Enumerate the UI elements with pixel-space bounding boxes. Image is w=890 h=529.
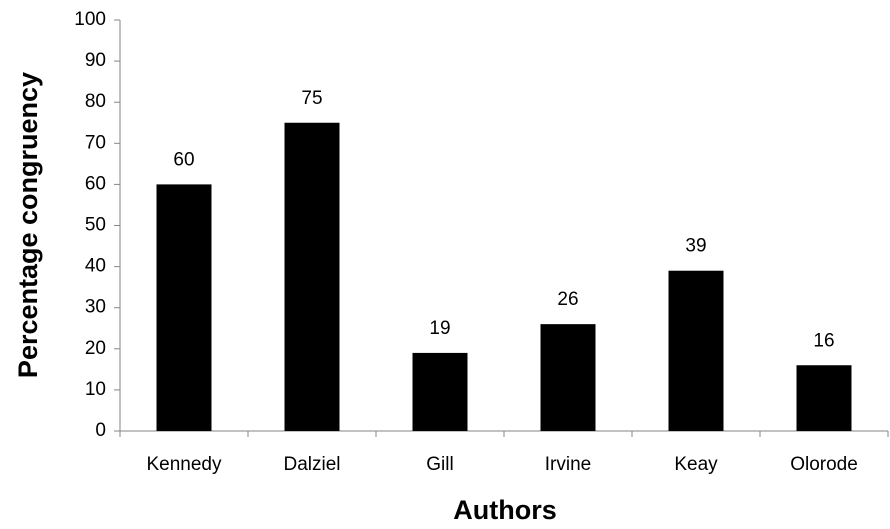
y-tick-label: 20 xyxy=(85,338,106,359)
bar xyxy=(284,122,340,431)
data-label: 19 xyxy=(429,318,450,339)
y-axis-title: Percentage congruency xyxy=(13,72,43,378)
bar xyxy=(540,324,596,431)
y-tick-label: 80 xyxy=(85,91,106,112)
x-axis-title: Authors xyxy=(453,495,557,525)
data-label: 39 xyxy=(685,236,706,257)
y-tick-label: 40 xyxy=(85,256,106,277)
x-tick-label: Dalziel xyxy=(283,454,340,475)
data-label: 75 xyxy=(301,88,322,109)
data-label: 16 xyxy=(813,330,834,351)
y-tick-label: 0 xyxy=(95,420,106,441)
x-tick-label: Kennedy xyxy=(146,454,222,475)
y-tick-label: 90 xyxy=(85,50,106,71)
data-label: 26 xyxy=(557,289,578,310)
bar xyxy=(668,270,724,431)
bar xyxy=(796,365,852,431)
y-tick-label: 30 xyxy=(85,297,106,318)
y-tick-label: 100 xyxy=(74,9,106,30)
y-tick-label: 50 xyxy=(85,215,106,236)
y-tick-label: 70 xyxy=(85,132,106,153)
bar xyxy=(412,352,468,431)
y-tick-label: 60 xyxy=(85,173,106,194)
x-tick-label: Irvine xyxy=(545,454,591,475)
data-label: 60 xyxy=(173,149,194,170)
x-tick-label: Gill xyxy=(426,454,453,475)
bar xyxy=(156,184,212,431)
y-tick-label: 10 xyxy=(85,379,106,400)
x-tick-label: Keay xyxy=(674,454,718,475)
x-tick-label: Olorode xyxy=(790,454,858,475)
